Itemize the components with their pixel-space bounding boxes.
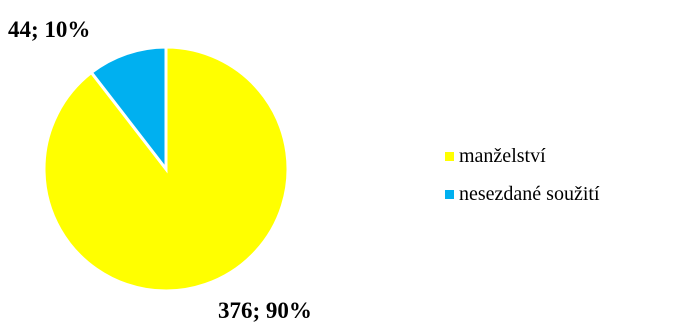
legend: manželství nesezdané soužití [445, 137, 600, 213]
legend-item-manzelstvi: manželství [445, 137, 600, 175]
pie-slice-nesezdane-souziti [89, 45, 168, 174]
legend-swatch-manzelstvi [445, 151, 454, 161]
data-label-manzelstvi: 376; 90% [218, 298, 312, 323]
legend-label-nesezdane-souziti: nesezdané soužití [459, 182, 600, 205]
data-label-nesezdane-souziti: 44; 10% [8, 17, 90, 42]
legend-item-nesezdane-souziti: nesezdané soužití [445, 175, 600, 213]
legend-swatch-nesezdane-souziti [445, 189, 454, 199]
legend-label-manzelstvi: manželství [459, 144, 546, 167]
